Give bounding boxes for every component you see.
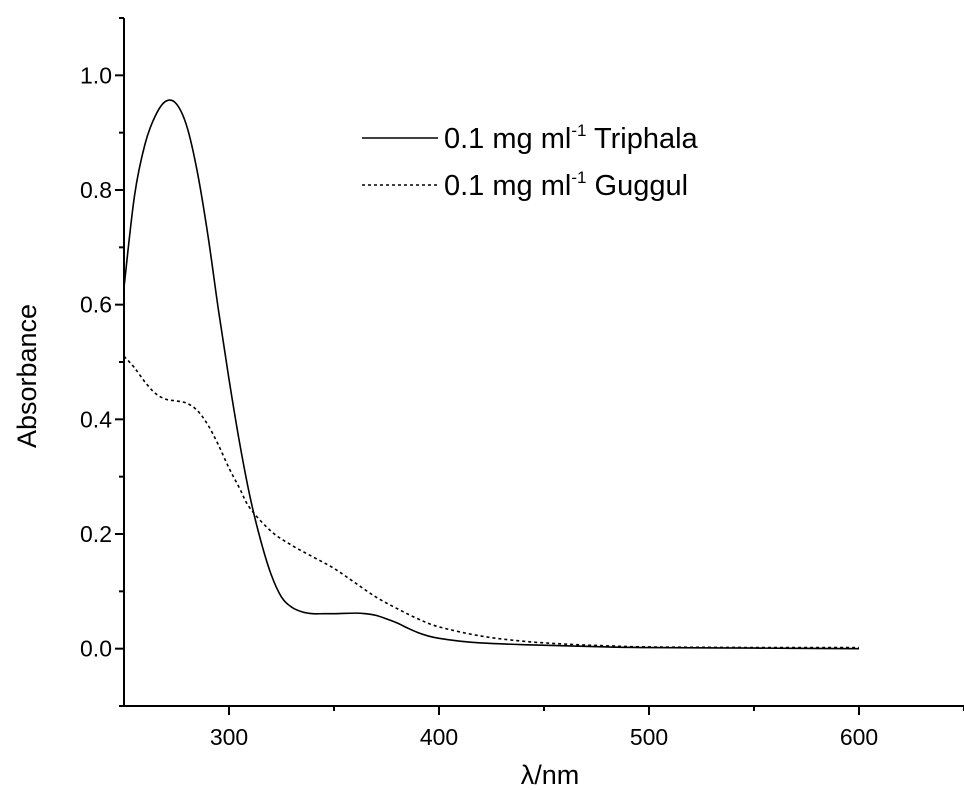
x-tick-label: 300 xyxy=(210,724,248,750)
x-tick-label: 400 xyxy=(420,724,458,750)
y-tick-label: 0.6 xyxy=(80,292,112,318)
x-tick-label: 600 xyxy=(840,724,878,750)
legend: 0.1 mg ml-1 Triphala 0.1 mg ml-1 Guggul xyxy=(362,121,699,202)
y-tick-label: 0.8 xyxy=(80,177,112,203)
y-axis-title: Absorbance xyxy=(12,304,42,448)
legend-label-triphala: 0.1 mg ml-1 Triphala xyxy=(444,121,699,155)
x-tick-label: 500 xyxy=(630,724,668,750)
y-tick-label: 1.0 xyxy=(80,62,112,88)
y-tick-label: 0.4 xyxy=(80,406,112,432)
axes: 0.0 0.2 0.4 0.6 0.8 1.0 300 400 500 600 xyxy=(80,17,964,750)
series-line-guggul xyxy=(123,355,860,649)
legend-label-guggul: 0.1 mg ml-1 Guggul xyxy=(444,168,688,202)
series-layer xyxy=(123,99,860,650)
y-tick-label: 0.2 xyxy=(80,521,112,547)
series-line-triphala xyxy=(123,99,860,650)
x-axis-title: λ/nm xyxy=(521,760,580,790)
y-tick-label: 0.0 xyxy=(80,636,112,662)
